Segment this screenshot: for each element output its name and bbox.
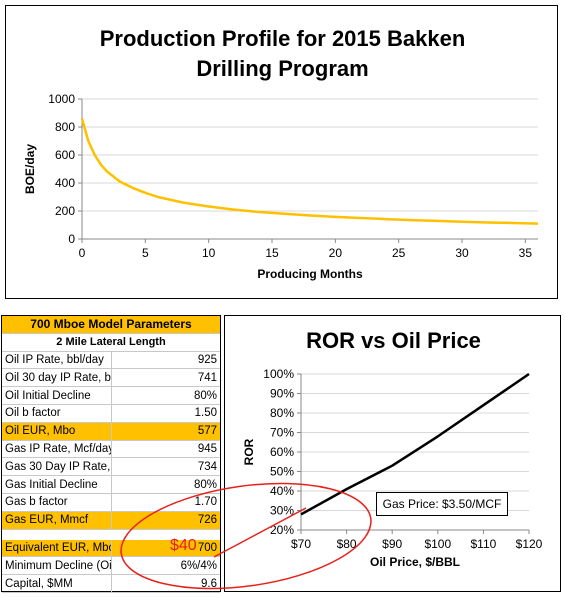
y-tick-label: 100% [263,367,294,381]
table-row: Gas 30 Day IP Rate, Mcf/day734 [2,457,220,477]
production-chart-title: Production Profile for 2015 Bakken Drill… [6,24,559,84]
param-value: 734 [110,457,220,477]
param-label: Gas Initial Decline [2,475,111,494]
y-axis-label: BOE/day [23,144,37,194]
y-axis-label: ROR [242,438,256,465]
table-row: Oil Initial Decline 80% [2,386,220,405]
y-tick-label: 70% [270,426,294,440]
table-row: Gas Initial Decline 80% [2,475,220,494]
table-row: Minimum Decline (Oil/Gas)6%/4% [2,556,220,576]
y-tick-label: 200 [55,204,75,218]
table-row: Equivalent EUR, Mboe 700 [2,539,220,558]
param-label: Gas 30 Day IP Rate, Mcf/day [2,457,111,477]
production-title-line1: Production Profile for 2015 Bakken [99,26,466,51]
param-value: 80% [110,386,220,405]
param-value: 741 [110,368,220,388]
param-label: Oil IP Rate, bbl/day [2,351,111,370]
y-tick-label: 50% [270,465,294,479]
table-row: Gas IP Rate, Mcf/day 945 [2,440,220,459]
table-row: Capital, $MM 9.6 [2,574,220,593]
production-chart-panel: Production Profile for 2015 Bakken Drill… [5,5,558,299]
param-label: Gas b factor [2,493,111,512]
parameters-table-panel: 700 Mboe Model Parameters 2 Mile Lateral… [1,315,221,593]
param-value: 80% [110,475,220,494]
x-tick-label: $80 [337,537,357,551]
series-line [80,118,539,225]
table-row: Gas b factor 1.70 [2,493,220,512]
table-row: Oil b factor 1.50 [2,404,220,423]
production-chart-svg: 0 200 400 600 800 1000 0 5 10 15 20 25 30 35 Producing… [23,92,539,281]
parameters-subtitle: 2 Mile Lateral Length [2,333,220,352]
param-value: 1.70 [110,493,220,512]
table-row: Oil IP Rate, bbl/day 925 [2,351,220,370]
param-value: 726 [110,511,220,530]
table-gap-row [2,529,220,540]
y-tick-label: 800 [55,120,75,134]
table-row: Oil EUR, Mbo 577 [2,422,220,441]
x-tick-label: 5 [142,246,149,260]
x-tick-label: $70 [291,537,311,551]
param-label: Gas EUR, Mmcf [2,511,111,530]
y-tick-label: 400 [55,176,75,190]
parameters-title-row: 700 Mboe Model Parameters [2,316,220,334]
x-tick-label: $110 [470,537,496,551]
x-tick-label: $100 [424,537,451,551]
param-label: Equivalent EUR, Mboe [2,539,111,558]
y-tick-label: 30% [270,504,294,518]
param-label: Minimum Decline (Oil/Gas) [2,556,111,576]
table-gap-cell [2,529,220,540]
x-axis-label: Producing Months [257,267,363,281]
table-row: Oil 30 day IP Rate, bbl/day741 [2,368,220,388]
x-tick-label: 20 [329,246,343,260]
gas-price-label: Gas Price: $3.50/MCF [376,492,508,516]
param-label: Oil EUR, Mbo [2,422,111,441]
param-value: 6%/4% [110,556,220,576]
param-label: Oil Initial Decline [2,386,111,405]
y-tick-label: 600 [55,148,75,162]
x-tick-label: 15 [265,246,279,260]
ror-chart-svg: 20% 30% 40% 50% 60% 70% 80% 90% 100% $70 $80 $90 $10… [242,367,543,569]
param-value: 700 [110,539,220,558]
param-label: Capital, $MM [2,574,111,593]
y-tick-label: 60% [270,445,294,459]
production-title-line2: Drilling Program [196,56,369,81]
param-value: 9.6 [110,574,220,593]
param-label: Oil b factor [2,404,111,423]
x-tick-label: 0 [79,246,86,260]
x-tick-label: 35 [519,246,533,260]
y-tick-label: 0 [68,232,75,246]
param-value: 1.50 [110,404,220,423]
parameters-subtitle-row: 2 Mile Lateral Length [2,333,220,352]
y-tick-label: 90% [270,387,294,401]
y-tick-label: 40% [270,484,294,498]
ror-chart-panel: ROR vs Oil Price 20% 30% 40% 50% 60% 70% 80% 90… [224,315,561,592]
ror-chart-title: ROR vs Oil Price [306,328,481,353]
y-tick-label: 80% [270,406,294,420]
y-tick-label: 20% [270,523,294,537]
x-tick-label: 10 [202,246,216,260]
y-tick-label: 1000 [48,92,75,106]
param-value: 925 [110,351,220,370]
param-value: 945 [110,440,220,459]
parameters-table: 700 Mboe Model Parameters 2 Mile Lateral… [2,316,220,593]
table-row: Gas EUR, Mmcf 726 [2,511,220,530]
param-label: Gas IP Rate, Mcf/day [2,440,111,459]
x-tick-label: 25 [392,246,406,260]
param-value: 577 [110,422,220,441]
x-tick-label: 30 [455,246,469,260]
param-label: Oil 30 day IP Rate, bbl/day [2,368,111,388]
x-axis-label: Oil Price, $/BBL [370,555,460,569]
x-tick-label: $90 [382,537,402,551]
x-tick-label: $120 [516,537,543,551]
parameters-title: 700 Mboe Model Parameters [2,316,220,334]
